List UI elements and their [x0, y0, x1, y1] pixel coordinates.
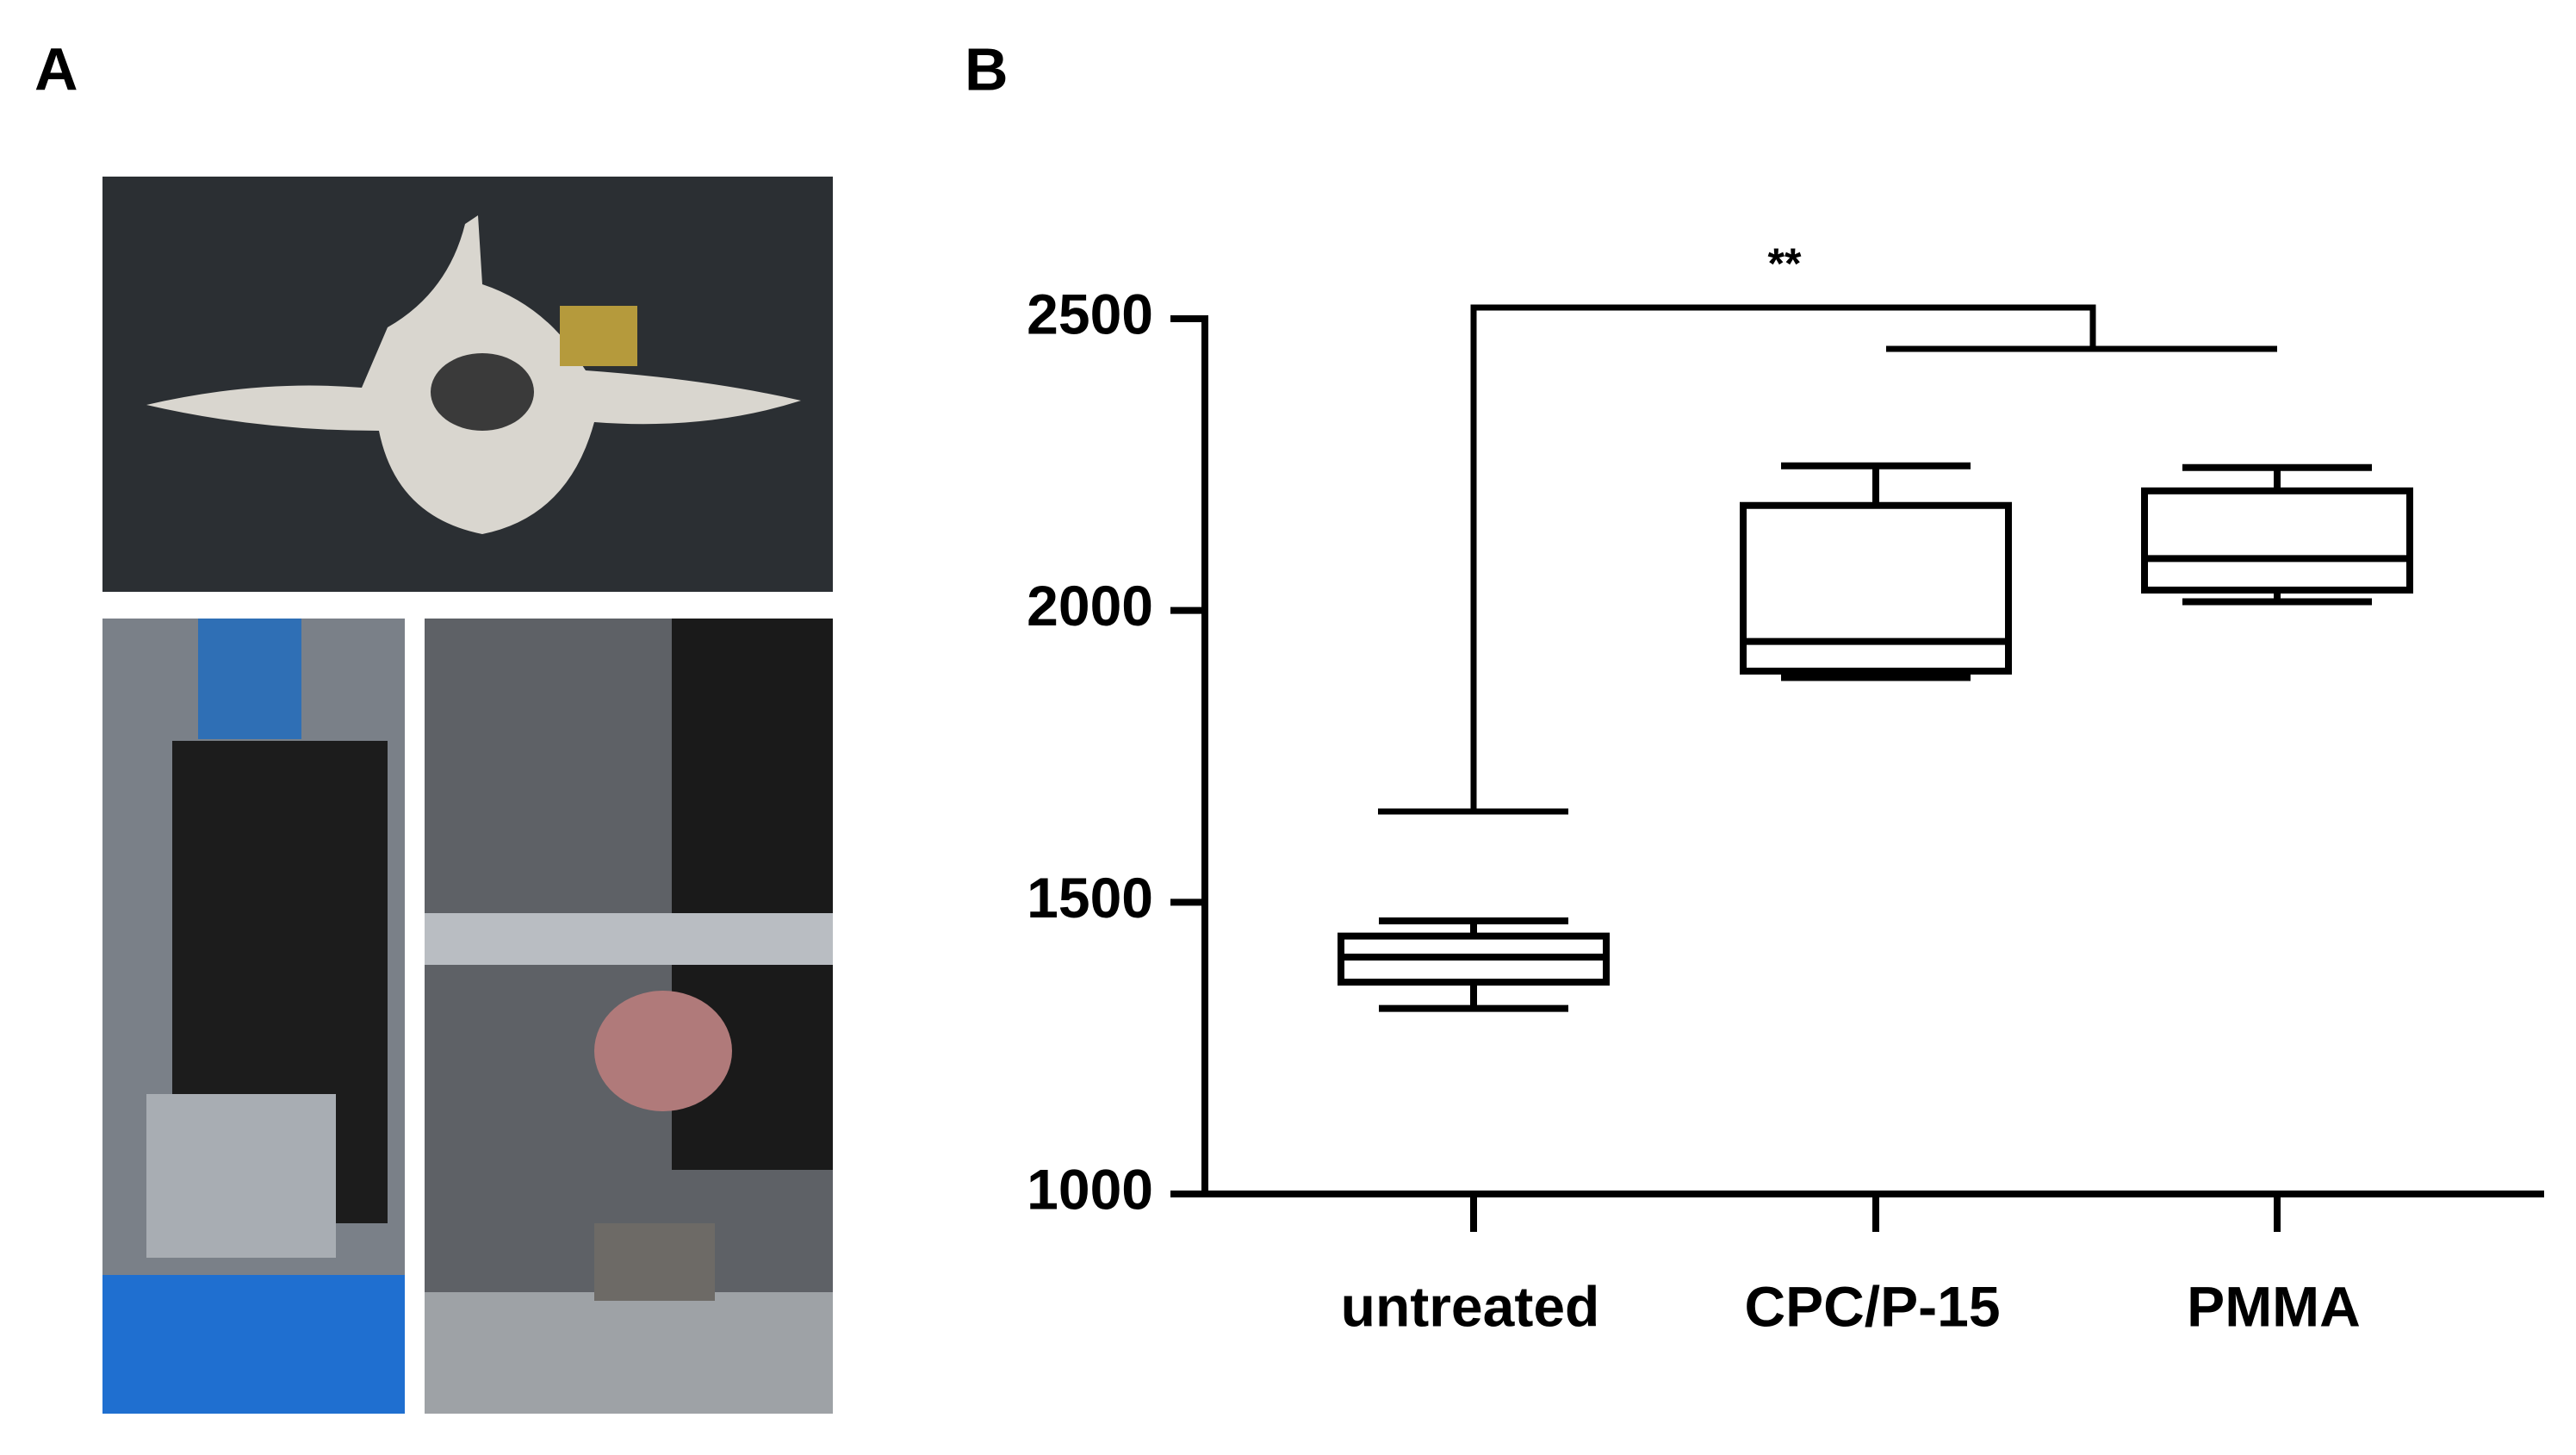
significance-bracket	[1470, 304, 2277, 811]
box	[1740, 501, 2012, 675]
panel-label: B	[965, 35, 1009, 103]
y-tick-label: 2000	[1027, 574, 1153, 637]
y-tick-label: 1000	[1027, 1157, 1153, 1221]
y-tick-label: 2500	[1027, 282, 1153, 345]
x-tick-label: PMMA	[2187, 1274, 2361, 1338]
significance-label: **	[1768, 239, 1802, 288]
box	[2141, 487, 2413, 594]
x-tick-label: untreated	[1341, 1274, 1600, 1338]
photo-closeup	[425, 619, 833, 1414]
photo-test-setup	[102, 619, 405, 1414]
y-tick-label: 1500	[1027, 866, 1153, 930]
x-tick-label: CPC/P-15	[1744, 1274, 2000, 1338]
photo-vertebra	[102, 177, 833, 592]
panel-label: A	[34, 35, 78, 103]
